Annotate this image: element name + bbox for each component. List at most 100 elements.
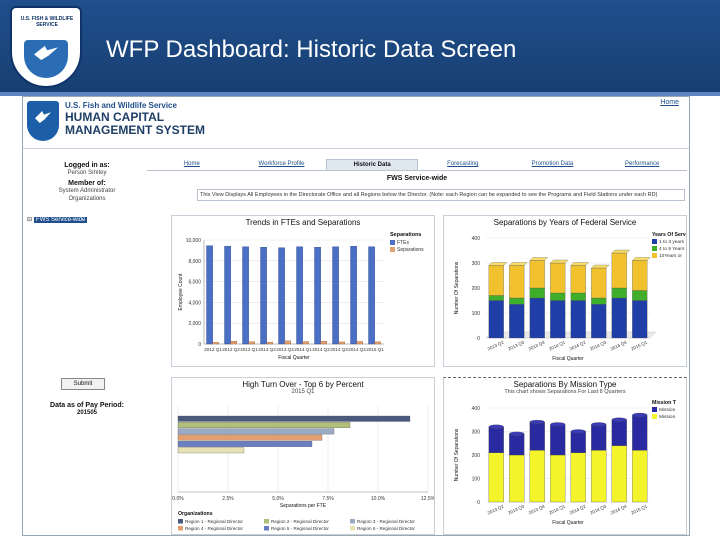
x-tick-label: 2015 Q1 [630,504,648,516]
stacked-segment [591,297,607,305]
stacked-segment [570,431,586,453]
bar-cap [591,422,607,427]
fws-logo: U.S. FISH & WILDLIFE SERVICE [10,6,82,88]
legend-label: 1 to 3 years [659,239,685,245]
stacked-segment [611,297,627,339]
stacked-segment [611,287,627,299]
logo-text: U.S. FISH & WILDLIFE SERVICE [20,16,74,28]
bar-cap [611,417,627,422]
x-tick-label: 2014 Q4 [610,504,628,516]
legend-title: Years Of Serv [652,232,686,238]
x-tick-label: 2014 Q2 [569,340,587,352]
y-tick-label: 10,000 [186,238,202,244]
view-description: This View Displays All Employees in the … [197,189,685,201]
x-tick-label: 5.0% [272,496,284,502]
bar-top [529,257,548,261]
tab-historic-data[interactable]: Historic Data [326,159,419,170]
stacked-segment [488,452,504,503]
x-axis-title: Fiscal Quarter [278,355,310,361]
x-tick-label: 12.5% [421,496,434,502]
x-tick-label: 2013 Q1 [240,347,258,352]
y-axis-title: Number Of Separations [454,261,460,314]
legend-label: Region 1 - Regional Director [185,519,243,524]
y-tick-label: 0 [477,500,480,506]
bar-cap [550,422,566,427]
legend-title: Mission T [652,400,677,406]
turnover-bar [177,428,335,435]
legend-title: Separations [390,232,421,238]
y-axis-title: Number Of Separations [454,428,460,481]
x-tick-label: 2014 Q4 [348,347,366,352]
stacked-segment [570,452,586,503]
stacked-segment [488,295,504,301]
tab-forecasting[interactable]: Forecasting [447,161,479,167]
legend-swatch [652,414,657,419]
home-link[interactable]: Home [660,99,679,106]
turnover-bar [177,415,411,422]
x-tick-label: 2015 Q1 [366,347,384,352]
stacked-segment [550,292,566,301]
legend-swatch [390,247,395,252]
x-tick-label: 2014 Q2 [312,347,330,352]
legend-label: FTEs [397,240,409,246]
stacked-segment [488,265,504,296]
legend-label: Region 6 - Regional Director [357,526,415,531]
tab-promotion-data[interactable]: Promotion Data [531,161,574,167]
y-tick-label: 2,000 [188,321,201,327]
stacked-segment [591,304,607,339]
chart-title: High Turn Over - Top 6 by Percent [242,380,364,389]
x-tick-label: 2014 Q1 [294,347,312,352]
x-tick-label: 2013 Q2 [258,347,276,352]
org-tree-item[interactable]: FWS Service-wide [34,216,88,223]
x-axis-title: Fiscal Quarter [552,356,584,362]
stacked-segment [611,252,627,289]
x-tick-label: 0.0% [172,496,184,502]
bar-top [550,259,569,264]
stacked-segment [550,454,566,503]
chart-title: Trends in FTEs and Separations [245,218,361,227]
app-name-line2: MANAGEMENT SYSTEM [65,123,206,137]
legend-label: Mission [659,414,676,420]
chart-panel-turnover: High Turn Over - Top 6 by Percent 2015 Q… [171,377,435,535]
tab-performance[interactable]: Performance [625,161,660,167]
y-tick-label: 0 [477,336,480,342]
stacked-segment [632,290,648,301]
submit-button[interactable]: Submit [61,378,105,390]
legend-swatch [652,253,657,258]
member-of-value: System Administrator [58,188,116,194]
tab-bar: Home Workforce Profile Historic Data For… [147,159,687,171]
slide-header: U.S. FISH & WILDLIFE SERVICE WFP Dashboa… [0,0,720,96]
header-band [0,0,720,92]
y-tick-label: 100 [472,311,481,317]
logged-in-label: Logged in as: [64,162,110,169]
stacked-segment [611,445,627,503]
legend-label: Separations [397,247,424,253]
bar-cap [488,424,504,429]
slide-title: WFP Dashboard: Historic Data Screen [106,36,517,63]
separation-bar [212,342,219,345]
legend-label: Mission [659,407,676,413]
stacked-segment [529,287,545,299]
separation-bar [356,341,363,345]
chart-panel-years: Separations by Years of Federal Service … [443,215,687,367]
tree-expand-icon[interactable]: ⊟ [27,217,33,223]
stacked-segment [488,426,504,453]
x-axis-title: Separations per FTE [280,503,327,509]
tab-home[interactable]: Home [183,161,200,167]
legend-swatch [652,246,657,251]
stacked-segment [529,450,545,503]
separation-bar [302,341,309,345]
tab-workforce-profile[interactable]: Workforce Profile [258,161,305,167]
org-tree[interactable]: ⊟ FWS Service-wide [27,216,88,223]
separation-bar [284,340,291,345]
stacked-segment [550,300,566,339]
x-tick-label: 2014 Q3 [589,504,607,516]
x-tick-label: 2014 Q4 [610,340,628,352]
legend-swatch [178,519,183,524]
bar-cap [529,419,545,425]
stacked-segment [632,450,648,503]
stacked-segment [509,297,525,305]
legend-label: Region 5 - Regional Director [271,526,329,531]
